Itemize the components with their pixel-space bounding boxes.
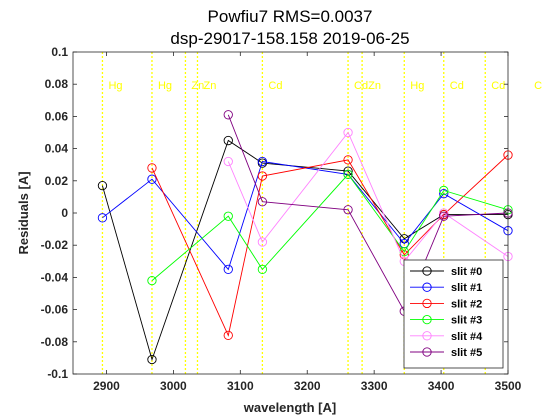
series-0-point-1 [147, 354, 157, 365]
x-tick-label-3: 3200 [294, 379, 321, 393]
series-line-4 [227, 131, 509, 263]
y-tick-label-10: 0.1 [51, 45, 68, 59]
legend-marker-4 [422, 331, 432, 341]
reference-line-label-5: Cd [354, 80, 368, 92]
reference-line-label-4: Cd [268, 80, 282, 92]
series-0-point-2 [223, 135, 233, 146]
x-axis-label: wavelength [A] [243, 400, 336, 415]
legend-label-0: slit #0 [451, 266, 482, 278]
x-tick-label-2: 3100 [227, 379, 254, 393]
reference-line-label-3: Zn [203, 80, 216, 92]
series-2-point-4 [399, 250, 409, 260]
series-1-point-6 [439, 189, 449, 199]
legend-label-4: slit #4 [451, 331, 483, 343]
series-5-point-2 [343, 205, 353, 215]
y-tick-label-0: -0.1 [47, 367, 68, 381]
reference-line-label-0: Hg [108, 80, 122, 92]
y-tick-label-4: -0.02 [41, 238, 69, 252]
legend-label-5: slit #5 [451, 347, 482, 359]
legend-marker-3 [422, 314, 432, 325]
y-tick-label-5: 0 [61, 206, 68, 220]
series-line-3 [151, 173, 509, 281]
series-1-point-3 [257, 156, 268, 167]
legend-label-1: slit #1 [451, 282, 482, 294]
series-0-point-4 [343, 166, 353, 176]
series-line-5 [227, 114, 509, 313]
series-line-2 [151, 154, 509, 337]
series-3-point-0 [147, 275, 157, 286]
reference-line-label-9: Cd [491, 80, 505, 92]
series-3-point-2 [257, 264, 268, 274]
chart-title-line-1: Powfiu7 RMS=0.0037 [208, 7, 373, 26]
series-2-point-3 [343, 155, 353, 165]
y-tick-label-7: 0.04 [45, 142, 69, 156]
y-tick-label-2: -0.06 [41, 303, 69, 317]
series-3-point-3 [343, 169, 353, 180]
legend-marker-5 [422, 347, 432, 357]
series-1-point-1 [147, 174, 157, 184]
series-4-point-1 [257, 237, 268, 247]
series-0-point-0 [97, 180, 108, 191]
reference-line-label-10: C [534, 80, 542, 92]
axis-ticks: 2900 3000 3100 3200 3300 3400 3500 -0.1 -0.08 -0.… [41, 45, 522, 393]
series-2-point-1 [223, 330, 233, 341]
series-1-point-2 [223, 264, 233, 274]
chart-title-line-2: dsp-29017-158.158 2019-06-25 [170, 29, 409, 48]
y-tick-label-3: -0.04 [41, 270, 69, 284]
legend-marker-1 [422, 282, 432, 292]
legend-marker-0 [422, 266, 432, 276]
series-5-point-4 [439, 211, 449, 221]
reference-line-label-8: Cd [450, 80, 464, 92]
series-5-point-1 [257, 197, 268, 207]
legend-box [403, 259, 504, 369]
series-group [97, 110, 513, 365]
legend: slit #0 slit #1 slit #2 slit #3 slit #4 slit … [403, 259, 504, 369]
series-2-point-2 [257, 171, 268, 181]
x-tick-label-1: 3000 [160, 379, 187, 393]
series-3-point-1 [223, 211, 233, 221]
series-line-0 [101, 139, 508, 361]
x-tick-label-5: 3400 [428, 379, 455, 393]
x-tick-label-4: 3300 [361, 379, 388, 393]
series-1-point-0 [97, 213, 108, 223]
series-4-point-0 [223, 156, 233, 167]
series-2-point-0 [147, 163, 157, 173]
legend-marker-2 [422, 298, 432, 309]
reference-line-label-7: Hg [410, 80, 424, 92]
series-4-point-2 [343, 127, 353, 138]
reference-line-label-6: Zn [368, 80, 381, 92]
y-tick-label-1: -0.08 [41, 335, 69, 349]
series-3-point-5 [439, 185, 449, 196]
x-tick-label-6: 3500 [495, 379, 522, 393]
legend-label-3: slit #3 [451, 315, 482, 327]
x-tick-label-0: 2900 [93, 379, 120, 393]
y-tick-label-9: 0.08 [45, 77, 69, 91]
y-tick-label-8: 0.06 [45, 109, 69, 123]
y-axis-label: Residuals [A] [16, 171, 31, 254]
y-tick-label-6: 0.02 [45, 174, 69, 188]
series-5-point-0 [223, 110, 233, 120]
legend-label-2: slit #2 [451, 298, 482, 310]
reference-line-label-1: Hg [158, 80, 172, 92]
